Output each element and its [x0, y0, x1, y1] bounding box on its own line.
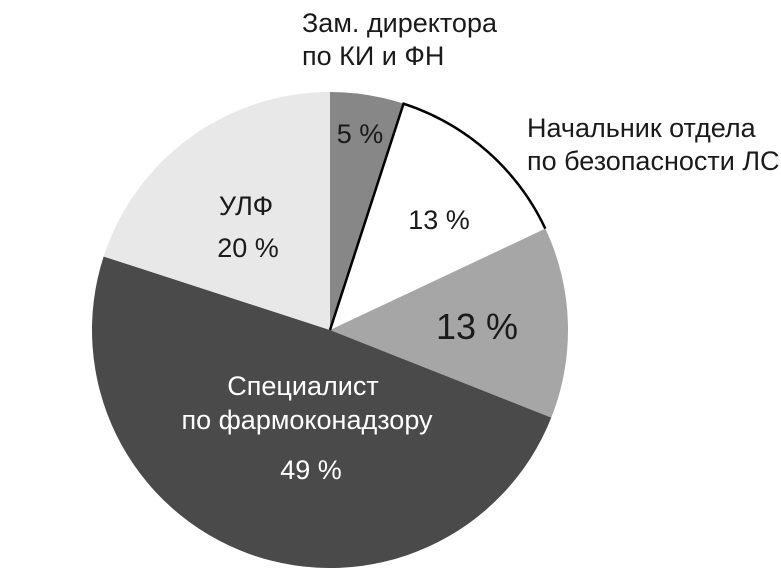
- outside-label-zam-director-line1: Зам. директора: [302, 8, 497, 38]
- slice-percent-label-20: 20 %: [217, 233, 279, 263]
- slice-name-label-ulf: УЛФ: [218, 191, 274, 221]
- slice-percent-label-13-gray: 13 %: [435, 306, 519, 347]
- slice-percent-label-49: 49 %: [280, 455, 342, 485]
- outside-label-zam-director-line2: по КИ и ФН: [302, 41, 445, 71]
- pie-slice-3: [330, 228, 569, 418]
- slice-percent-label-13-white: 13 %: [408, 205, 470, 235]
- outside-label-department-head-line2: по безопасности ЛС: [527, 146, 780, 176]
- outside-label-department-head: Начальник отдела по безопасности ЛС: [527, 112, 780, 178]
- white-slice-outline: [328, 102, 547, 331]
- pie-slice-4: [91, 256, 552, 569]
- outside-label-zam-director: Зам. директора по КИ и ФН: [302, 7, 497, 73]
- pie-slice-5: [103, 92, 331, 330]
- slice-name-label-specialist-line1: Специалист: [227, 371, 379, 401]
- slice-percent-label-5: 5 %: [336, 119, 384, 149]
- pie-slice-2: [330, 103, 546, 331]
- outside-label-department-head-line1: Начальник отдела: [527, 113, 756, 143]
- slice-name-label-specialist-line2: по фармоконадзору: [181, 405, 433, 435]
